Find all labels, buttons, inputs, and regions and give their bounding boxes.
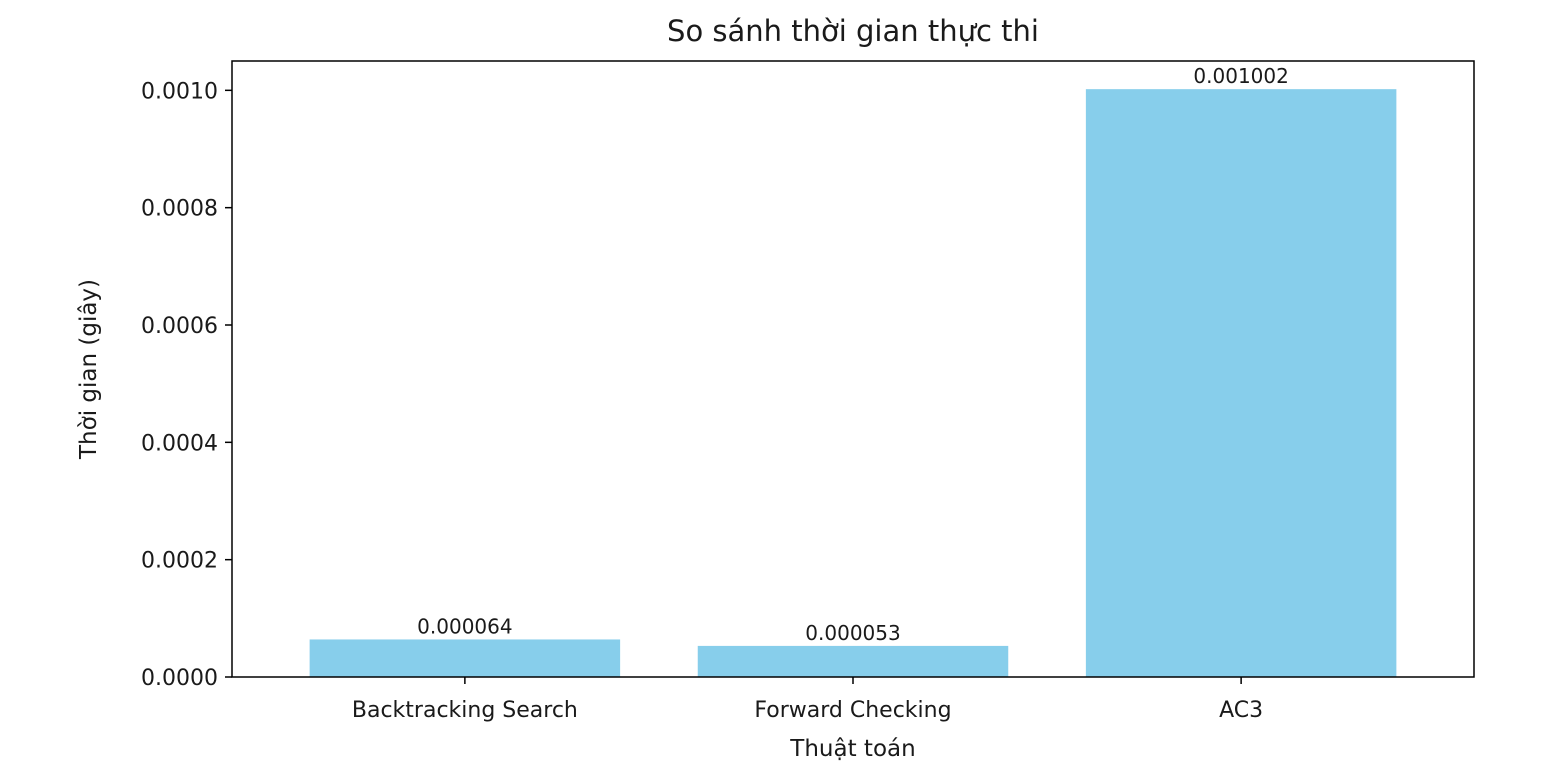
bar-value-label: 0.001002 bbox=[1193, 64, 1288, 88]
value-labels-group: 0.000064 0.000053 0.001002 bbox=[417, 64, 1289, 645]
bars-group bbox=[309, 89, 1397, 677]
bar bbox=[309, 639, 621, 677]
x-axis-label: Thuật toán bbox=[789, 736, 915, 762]
y-axis-label: Thời gian (giây) bbox=[76, 279, 102, 460]
y-axis-ticks: 0.0000 0.0002 0.0004 0.0006 0.0008 0.0010 bbox=[141, 79, 232, 691]
y-tick-label: 0.0008 bbox=[141, 197, 218, 222]
y-tick-label: 0.0004 bbox=[141, 431, 218, 456]
x-tick-label: Forward Checking bbox=[754, 698, 951, 723]
y-tick-label: 0.0010 bbox=[141, 79, 218, 104]
bar bbox=[697, 645, 1009, 677]
bar-value-label: 0.000064 bbox=[417, 614, 512, 638]
x-tick-label: Backtracking Search bbox=[352, 698, 578, 723]
bar bbox=[1085, 89, 1397, 677]
x-axis-ticks: Backtracking Search Forward Checking AC3 bbox=[352, 677, 1263, 723]
plot-frame bbox=[231, 60, 1475, 678]
y-tick-label: 0.0000 bbox=[141, 666, 218, 691]
y-tick-label: 0.0006 bbox=[141, 314, 218, 339]
chart-title: So sánh thời gian thực thi bbox=[667, 14, 1039, 48]
x-tick-label: AC3 bbox=[1219, 698, 1263, 723]
bar-value-label: 0.000053 bbox=[805, 621, 900, 645]
y-tick-label: 0.0002 bbox=[141, 549, 218, 574]
